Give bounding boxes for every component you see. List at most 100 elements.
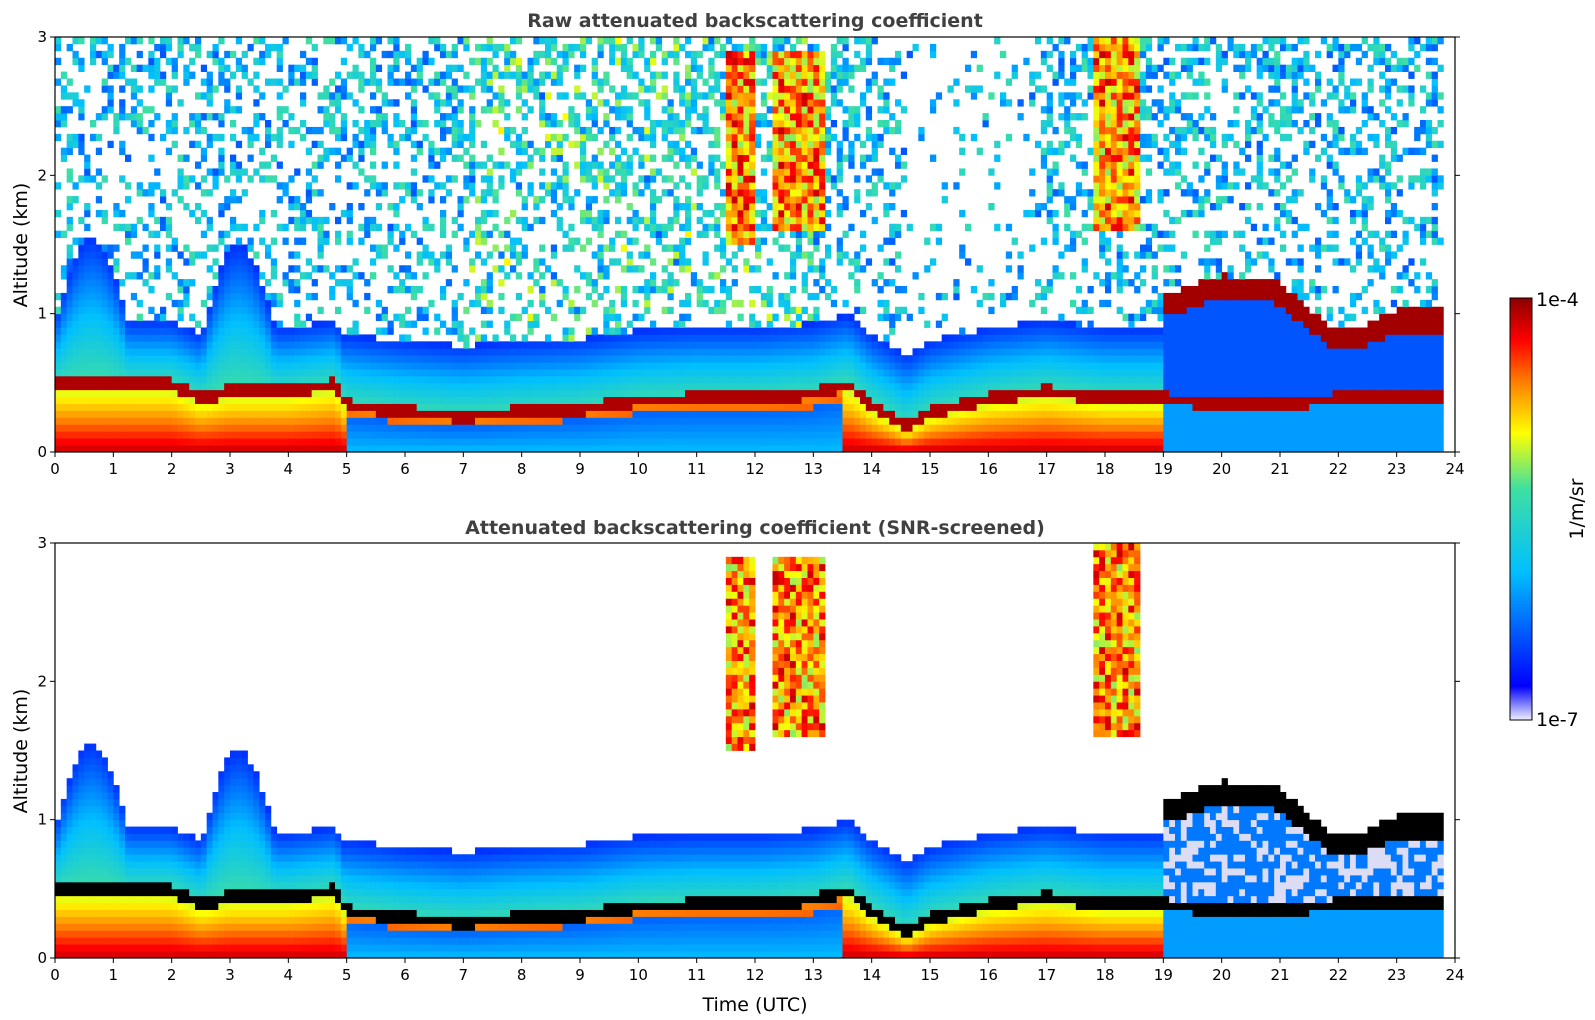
heatmap-cell	[142, 417, 149, 425]
heatmap-cell	[568, 355, 575, 363]
heatmap-cell	[195, 120, 202, 128]
heatmap-cell	[807, 175, 814, 183]
heatmap-cell	[842, 106, 849, 114]
heatmap-cell	[60, 113, 68, 121]
heatmap-cell	[702, 438, 709, 446]
heatmap-cell	[463, 175, 470, 183]
heatmap-cell	[749, 410, 756, 418]
heatmap-cell	[393, 113, 400, 121]
heatmap-cell	[813, 292, 820, 301]
heatmap-cell	[825, 403, 832, 411]
heatmap-cell	[90, 279, 97, 287]
heatmap-cell	[393, 355, 400, 363]
heatmap-cell	[247, 272, 254, 280]
heatmap-cell	[84, 355, 91, 363]
heatmap-cell	[253, 362, 260, 370]
heatmap-cell	[539, 375, 546, 384]
heatmap-cell	[813, 279, 820, 287]
heatmap-cell	[603, 313, 610, 321]
heatmap-cell	[282, 237, 289, 245]
heatmap-cell	[451, 64, 458, 72]
heatmap-cell	[825, 389, 832, 398]
heatmap-cell	[387, 355, 394, 363]
heatmap-cell	[661, 341, 668, 349]
heatmap-cell	[101, 209, 108, 218]
heatmap-cell	[101, 410, 108, 418]
heatmap-cell	[539, 244, 546, 252]
heatmap-cell	[807, 133, 814, 142]
heatmap-cell	[737, 92, 744, 100]
heatmap-cell	[842, 382, 849, 391]
heatmap-cell	[825, 417, 832, 425]
heatmap-cell	[253, 286, 260, 294]
heatmap-cell	[673, 203, 680, 211]
heatmap-cell	[294, 78, 301, 86]
heatmap-cell	[352, 438, 359, 446]
heatmap-cell	[457, 369, 464, 377]
heatmap-cell	[235, 140, 243, 149]
heatmap-cell	[486, 320, 493, 328]
heatmap-cell	[813, 92, 820, 100]
heatmap-cell	[795, 237, 803, 245]
heatmap-cell	[95, 320, 103, 328]
heatmap-cell	[784, 50, 791, 59]
heatmap-cell	[615, 113, 622, 121]
heatmap-cell	[486, 403, 493, 411]
heatmap-cell	[737, 57, 744, 66]
heatmap-cell	[445, 244, 453, 252]
heatmap-cell	[708, 389, 715, 398]
heatmap-cell	[253, 424, 260, 432]
heatmap-cell	[60, 369, 68, 377]
heatmap-cell	[708, 272, 715, 280]
heatmap-cell	[480, 382, 488, 391]
heatmap-cell	[702, 251, 709, 259]
heatmap-cell	[819, 403, 826, 411]
heatmap-cell	[253, 168, 260, 176]
heatmap-cell	[340, 120, 348, 128]
heatmap-cell	[469, 85, 476, 93]
heatmap-cell	[836, 37, 843, 45]
heatmap-cell	[422, 175, 429, 183]
heatmap-cell	[346, 203, 353, 211]
heatmap-cell	[212, 50, 219, 59]
heatmap-cell	[813, 203, 820, 211]
heatmap-cell	[702, 126, 709, 135]
heatmap-cell	[556, 223, 563, 232]
heatmap-cell	[130, 334, 138, 342]
heatmap-cell	[696, 113, 703, 121]
heatmap-cell	[265, 279, 272, 287]
heatmap-cell	[807, 382, 814, 391]
heatmap-cell	[743, 265, 750, 273]
heatmap-cell	[469, 182, 476, 190]
heatmap-cell	[685, 223, 692, 232]
heatmap-cell	[154, 348, 161, 356]
heatmap-cell	[539, 417, 546, 425]
heatmap-cell	[84, 410, 91, 418]
heatmap-cell	[661, 403, 668, 411]
heatmap-cell	[95, 168, 103, 176]
heatmap-cell	[416, 348, 423, 356]
heatmap-cell	[714, 85, 721, 93]
heatmap-cell	[597, 78, 604, 86]
heatmap-cell	[154, 403, 161, 411]
heatmap-cell	[504, 216, 511, 225]
heatmap-cell	[323, 403, 330, 411]
heatmap-cell	[55, 182, 62, 190]
heatmap-cell	[778, 133, 785, 142]
heatmap-cell	[842, 203, 849, 211]
heatmap-cell	[346, 431, 353, 439]
heatmap-cell	[580, 168, 587, 176]
heatmap-cell	[580, 417, 587, 425]
heatmap-cell	[72, 382, 79, 391]
heatmap-cell	[288, 175, 295, 183]
heatmap-cell	[206, 445, 213, 453]
heatmap-cell	[492, 417, 499, 425]
heatmap-cell	[778, 64, 785, 72]
heatmap-cell	[825, 341, 832, 349]
heatmap-cell	[218, 334, 225, 342]
heatmap-cell	[486, 382, 493, 391]
heatmap-cell	[539, 445, 546, 453]
heatmap-cell	[644, 396, 651, 404]
heatmap-cell	[235, 196, 243, 204]
heatmap-cell	[702, 369, 709, 377]
